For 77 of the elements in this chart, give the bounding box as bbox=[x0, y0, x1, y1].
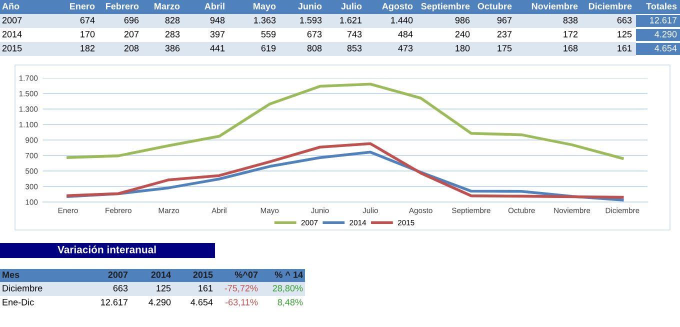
category-label: Febrero bbox=[106, 2, 139, 10]
data-label: 397 bbox=[210, 31, 225, 38]
text: 663 bbox=[113, 285, 128, 292]
text: 125 bbox=[156, 285, 171, 292]
text: 4.290 bbox=[654, 31, 677, 38]
data-label: 986 bbox=[455, 17, 470, 24]
data-label: 1.363 bbox=[254, 17, 276, 24]
data-label: 283 bbox=[165, 31, 180, 38]
data-label: 967 bbox=[497, 17, 512, 24]
category-label: Diciembre bbox=[588, 2, 632, 10]
line-series bbox=[66, 142, 624, 199]
category-label: Agosto bbox=[382, 3, 413, 12]
text: 4.654 bbox=[654, 45, 677, 52]
category-label: Abril bbox=[204, 2, 224, 10]
data-label: 473 bbox=[398, 45, 413, 52]
text: Totales bbox=[646, 2, 677, 10]
text: Mes bbox=[2, 272, 20, 278]
data-label: 838 bbox=[563, 17, 578, 24]
text: -75,72% bbox=[224, 285, 258, 292]
category-label: Julio bbox=[341, 2, 362, 10]
category-label: Marzo bbox=[154, 3, 180, 10]
text: 4.290 bbox=[148, 299, 171, 306]
data-label: 208 bbox=[124, 45, 139, 52]
text: Año bbox=[2, 2, 20, 10]
text: %^07 bbox=[234, 272, 258, 278]
data-label: 808 bbox=[307, 45, 322, 52]
data-label: 182 bbox=[80, 45, 95, 52]
data-label: 1.440 bbox=[391, 17, 413, 24]
text: 2014 bbox=[2, 31, 22, 38]
data-label: 168 bbox=[564, 45, 578, 52]
text: 8,48% bbox=[278, 299, 303, 306]
text: Variación interanual bbox=[58, 246, 156, 254]
data-label: 172 bbox=[564, 31, 578, 38]
text: Ene-Dic bbox=[2, 298, 34, 306]
category-label: Octubre bbox=[478, 2, 512, 10]
category-label: Mayo bbox=[254, 3, 276, 12]
data-label: 559 bbox=[261, 31, 276, 38]
text: 4.654 bbox=[190, 299, 213, 306]
data-label: 1.621 bbox=[340, 17, 362, 24]
category-label: Noviembre bbox=[532, 2, 578, 10]
text: 2014 bbox=[151, 272, 171, 278]
line-series bbox=[66, 82, 624, 160]
category-label: Septiembre bbox=[421, 2, 470, 12]
data-label: 619 bbox=[261, 45, 276, 52]
data-label: 170 bbox=[80, 31, 95, 38]
data-label: 441 bbox=[210, 45, 225, 52]
category-label: Junio bbox=[298, 2, 322, 10]
data-label: 948 bbox=[210, 17, 225, 24]
data-label: 1.593 bbox=[300, 17, 322, 24]
data-label: 663 bbox=[617, 17, 632, 24]
data-label: 696 bbox=[124, 17, 139, 24]
data-label: 828 bbox=[165, 17, 180, 24]
text: -63,11% bbox=[225, 299, 258, 306]
data-label: 240 bbox=[455, 31, 470, 38]
text: 2007 bbox=[108, 272, 128, 278]
data-label: 853 bbox=[347, 45, 362, 52]
text: 2015 bbox=[193, 272, 213, 278]
data-label: 125 bbox=[618, 31, 632, 38]
data-label: 207 bbox=[124, 31, 139, 38]
text: 12.617 bbox=[650, 17, 677, 24]
text: % ^ 14 bbox=[274, 272, 303, 278]
data-label: 743 bbox=[347, 31, 362, 38]
data-label: 175 bbox=[498, 45, 512, 52]
data-label: 674 bbox=[80, 17, 95, 24]
text: Diciembre bbox=[2, 284, 42, 292]
data-label: 386 bbox=[165, 45, 180, 52]
data-label: 673 bbox=[307, 31, 322, 38]
text: 12.617 bbox=[101, 299, 128, 306]
text: 2015 bbox=[2, 45, 22, 52]
text: 2007 bbox=[2, 17, 22, 24]
data-label: 484 bbox=[398, 31, 413, 38]
data-label: 180 bbox=[456, 45, 470, 52]
data-label: 161 bbox=[618, 45, 632, 52]
data-label: 237 bbox=[497, 31, 512, 38]
text: 28,80% bbox=[272, 285, 303, 292]
category-label: Enero bbox=[70, 3, 95, 10]
text: 161 bbox=[198, 285, 213, 292]
